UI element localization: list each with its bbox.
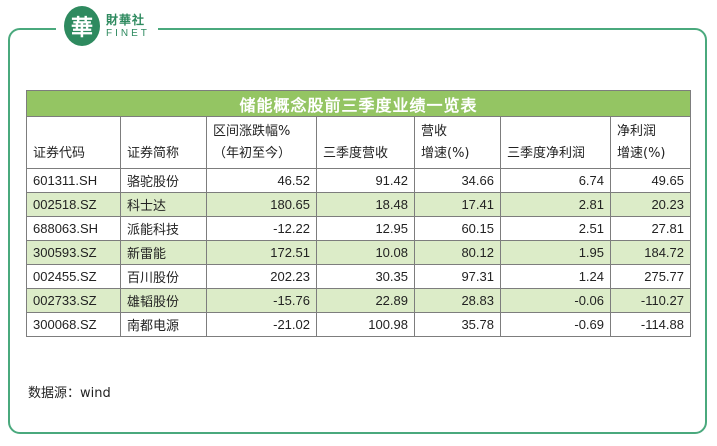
header-revenue-growth: 营收增速(%)	[414, 116, 501, 169]
cell-profit-growth: 27.81	[610, 216, 691, 241]
cell-code: 002518.SZ	[26, 192, 121, 217]
cell-name: 南都电源	[120, 312, 207, 337]
finet-logo: 華 財華社 FINET	[56, 4, 158, 48]
cell-q3-revenue: 22.89	[316, 288, 415, 313]
content-frame	[8, 28, 707, 434]
logo-name-cn: 財華社	[106, 12, 146, 27]
header-code-label: 证券代码	[33, 146, 86, 161]
cell-profit-growth: -110.27	[610, 288, 691, 313]
cell-q3-revenue: 10.08	[316, 240, 415, 265]
cell-profit-growth: 20.23	[610, 192, 691, 217]
cell-ytd-change: 172.51	[206, 240, 317, 265]
cell-ytd-change: 46.52	[206, 168, 317, 193]
cell-profit-growth: 49.65	[610, 168, 691, 193]
cell-q3-net-profit: -0.06	[500, 288, 611, 313]
header-q3-revenue: 三季度营收	[316, 116, 415, 169]
cell-name: 新雷能	[120, 240, 207, 265]
cell-q3-revenue: 12.95	[316, 216, 415, 241]
header-change: 区间涨跌幅% （年初至今）	[206, 116, 317, 169]
header-q3-profit-label: 三季度净利润	[507, 146, 586, 161]
cell-revenue-growth: 34.66	[414, 168, 501, 193]
header-change-line1: 区间涨跌幅%	[213, 124, 291, 139]
cell-revenue-growth: 17.41	[414, 192, 501, 217]
header-revenue-growth-line1: 营收	[421, 124, 448, 139]
data-source: 数据源：wind	[28, 386, 111, 401]
cell-ytd-change: 202.23	[206, 264, 317, 289]
table-row: 300593.SZ 新雷能 172.51 10.08 80.12 1.95 184.72	[26, 240, 691, 265]
header-profit-growth: 净利润增速(%)	[610, 116, 691, 169]
cell-q3-revenue: 91.42	[316, 168, 415, 193]
cell-ytd-change: -21.02	[206, 312, 317, 337]
table-row: 688063.SH 派能科技 -12.22 12.95 60.15 2.51 27.81	[26, 216, 691, 241]
cell-revenue-growth: 35.78	[414, 312, 501, 337]
cell-ytd-change: -15.76	[206, 288, 317, 313]
cell-revenue-growth: 28.83	[414, 288, 501, 313]
logo-text: 財華社 FINET	[106, 14, 150, 39]
header-code: 证券代码	[26, 116, 121, 169]
cell-revenue-growth: 60.15	[414, 216, 501, 241]
cell-name: 派能科技	[120, 216, 207, 241]
header-q3-profit: 三季度净利润	[500, 116, 611, 169]
cell-profit-growth: -114.88	[610, 312, 691, 337]
header-profit-growth-line1: 净利润	[617, 124, 657, 139]
logo-name-en: FINET	[106, 27, 150, 39]
cell-name: 雄韬股份	[120, 288, 207, 313]
cell-name: 骆驼股份	[120, 168, 207, 193]
cell-profit-growth: 184.72	[610, 240, 691, 265]
cell-code: 002733.SZ	[26, 288, 121, 313]
table-header-row: 证券代码 证券简称 区间涨跌幅% （年初至今） 三季度营收 营收增速(%) 三季度…	[26, 116, 691, 169]
cell-name: 百川股份	[120, 264, 207, 289]
header-name-label: 证券简称	[127, 146, 180, 161]
cell-ytd-change: -12.22	[206, 216, 317, 241]
cell-q3-revenue: 30.35	[316, 264, 415, 289]
table-row: 300068.SZ 南都电源 -21.02 100.98 35.78 -0.69 -114.…	[26, 312, 691, 337]
cell-code: 601311.SH	[26, 168, 121, 193]
cell-code: 300068.SZ	[26, 312, 121, 337]
cell-q3-net-profit: 1.24	[500, 264, 611, 289]
cell-code: 300593.SZ	[26, 240, 121, 265]
table-title: 储能概念股前三季度业绩一览表	[26, 90, 691, 117]
cell-code: 688063.SH	[26, 216, 121, 241]
cell-revenue-growth: 97.31	[414, 264, 501, 289]
cell-profit-growth: 275.77	[610, 264, 691, 289]
table-row: 002455.SZ 百川股份 202.23 30.35 97.31 1.24 275.77	[26, 264, 691, 289]
header-profit-growth-line2: 增速(%)	[617, 146, 666, 161]
cell-q3-revenue: 18.48	[316, 192, 415, 217]
cell-q3-net-profit: -0.69	[500, 312, 611, 337]
header-change-line2: （年初至今）	[213, 146, 292, 161]
table-row: 002518.SZ 科士达 180.65 18.48 17.41 2.81 20.23	[26, 192, 691, 217]
cell-q3-revenue: 100.98	[316, 312, 415, 337]
header-name: 证券简称	[120, 116, 207, 169]
cell-q3-net-profit: 2.51	[500, 216, 611, 241]
cell-q3-net-profit: 6.74	[500, 168, 611, 193]
table-row: 601311.SH 骆驼股份 46.52 91.42 34.66 6.74 49.65	[26, 168, 691, 193]
cell-ytd-change: 180.65	[206, 192, 317, 217]
logo-mark: 華	[64, 6, 100, 46]
cell-q3-net-profit: 1.95	[500, 240, 611, 265]
cell-revenue-growth: 80.12	[414, 240, 501, 265]
performance-table: 储能概念股前三季度业绩一览表 证券代码 证券简称 区间涨跌幅% （年初至今） 三季…	[26, 90, 691, 337]
header-q3-revenue-label: 三季度营收	[323, 146, 389, 161]
cell-code: 002455.SZ	[26, 264, 121, 289]
cell-q3-net-profit: 2.81	[500, 192, 611, 217]
header-revenue-growth-line2: 增速(%)	[421, 146, 470, 161]
cell-name: 科士达	[120, 192, 207, 217]
table-row: 002733.SZ 雄韬股份 -15.76 22.89 28.83 -0.06 -110.2…	[26, 288, 691, 313]
